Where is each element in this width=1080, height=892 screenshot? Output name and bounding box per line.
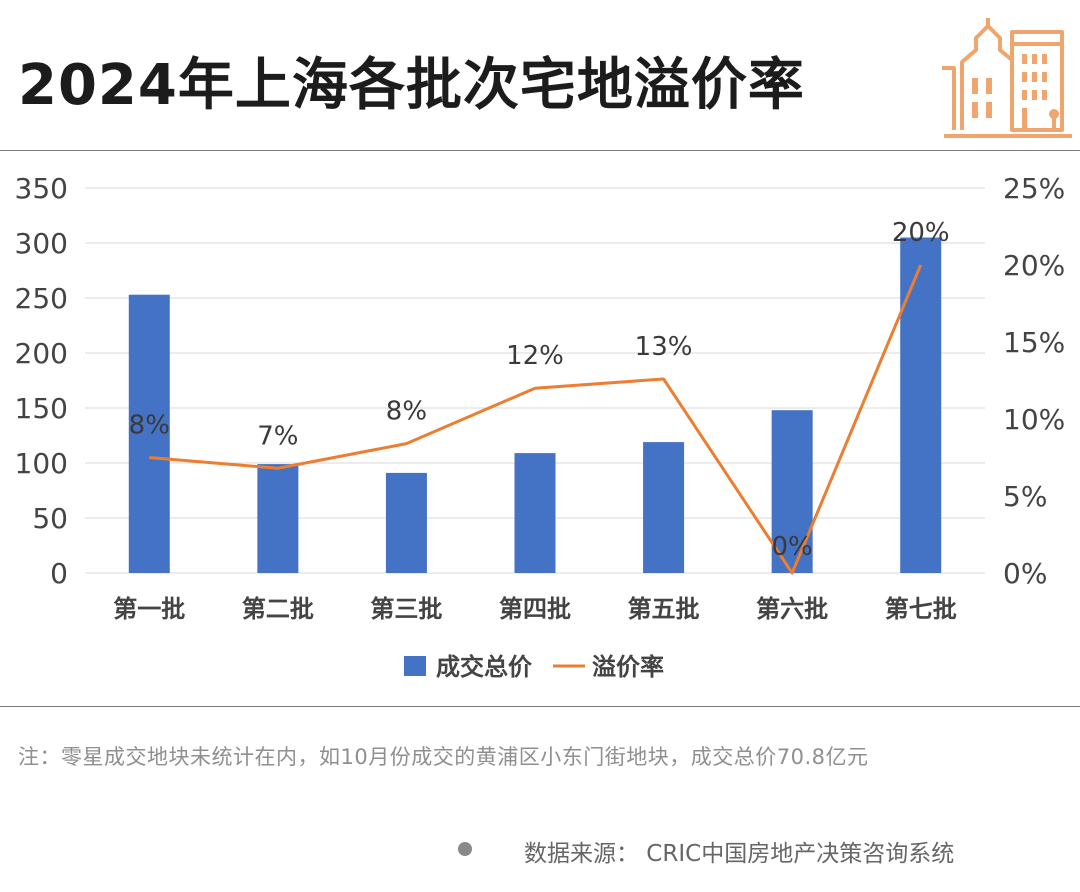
bar [514,453,556,573]
y-left-tick-label: 300 [15,227,68,260]
data-label: 20% [892,218,950,248]
y-left-tick-label: 0 [50,557,68,590]
x-tick-label: 第七批 [885,595,957,623]
y-left-tick-label: 350 [15,172,68,205]
y-left-tick-label: 50 [32,502,68,535]
bar [771,410,813,573]
legend-label: 溢价率 [592,653,664,681]
chart: 0 50 100 150 200 250 300 350 0% 5% 10% 15% 20% 25% 第一批… [15,172,1066,681]
x-tick-label: 第二批 [242,595,314,623]
y-left-tick-label: 250 [15,282,68,315]
series-line-溢价率 [149,264,923,575]
source-text: 数据来源： CRIC中国房地产决策咨询系统 [524,841,955,867]
data-label: 7% [257,421,298,451]
y-right-tick-label: 0% [1003,557,1047,590]
source-line: 数据来源： CRIC中国房地产决策咨询系统 [458,830,1058,870]
page-title: 2024年上海各批次宅地溢价率 [18,53,805,118]
bar [385,472,427,573]
data-label: 13% [635,332,693,362]
data-label: 8% [129,411,170,441]
footnote: 注：零星成交地块未统计在内，如10月份成交的黄浦区小东门街地块，成交总价70.8… [18,745,869,769]
top-divider [0,150,1080,151]
y-right-tick-label: 15% [1003,326,1065,359]
buildings-icon [942,18,1072,138]
legend-label: 成交总价 [436,653,533,681]
x-tick-label: 第一批 [113,595,185,623]
y-left-tick-label: 100 [15,447,68,480]
x-tick-label: 第四批 [499,595,571,623]
y-left-tick-label: 200 [15,337,68,370]
bar [900,237,942,573]
x-tick-label: 第六批 [756,595,828,623]
y-right-tick-label: 5% [1003,480,1047,513]
data-label: 0% [772,532,813,562]
y-right-tick-label: 20% [1003,249,1065,282]
data-label: 8% [386,397,427,427]
bar [643,442,685,573]
legend-swatch-bar [404,656,426,676]
bottom-divider [0,706,1080,707]
y-right-tick-label: 10% [1003,403,1065,436]
x-tick-label: 第五批 [628,595,700,623]
y-right-tick-label: 25% [1003,172,1065,205]
x-tick-label: 第三批 [370,595,442,623]
y-left-tick-label: 150 [15,392,68,425]
bar [128,294,170,573]
bar [257,464,299,573]
data-label: 12% [506,341,564,371]
bullet-icon [458,842,472,856]
